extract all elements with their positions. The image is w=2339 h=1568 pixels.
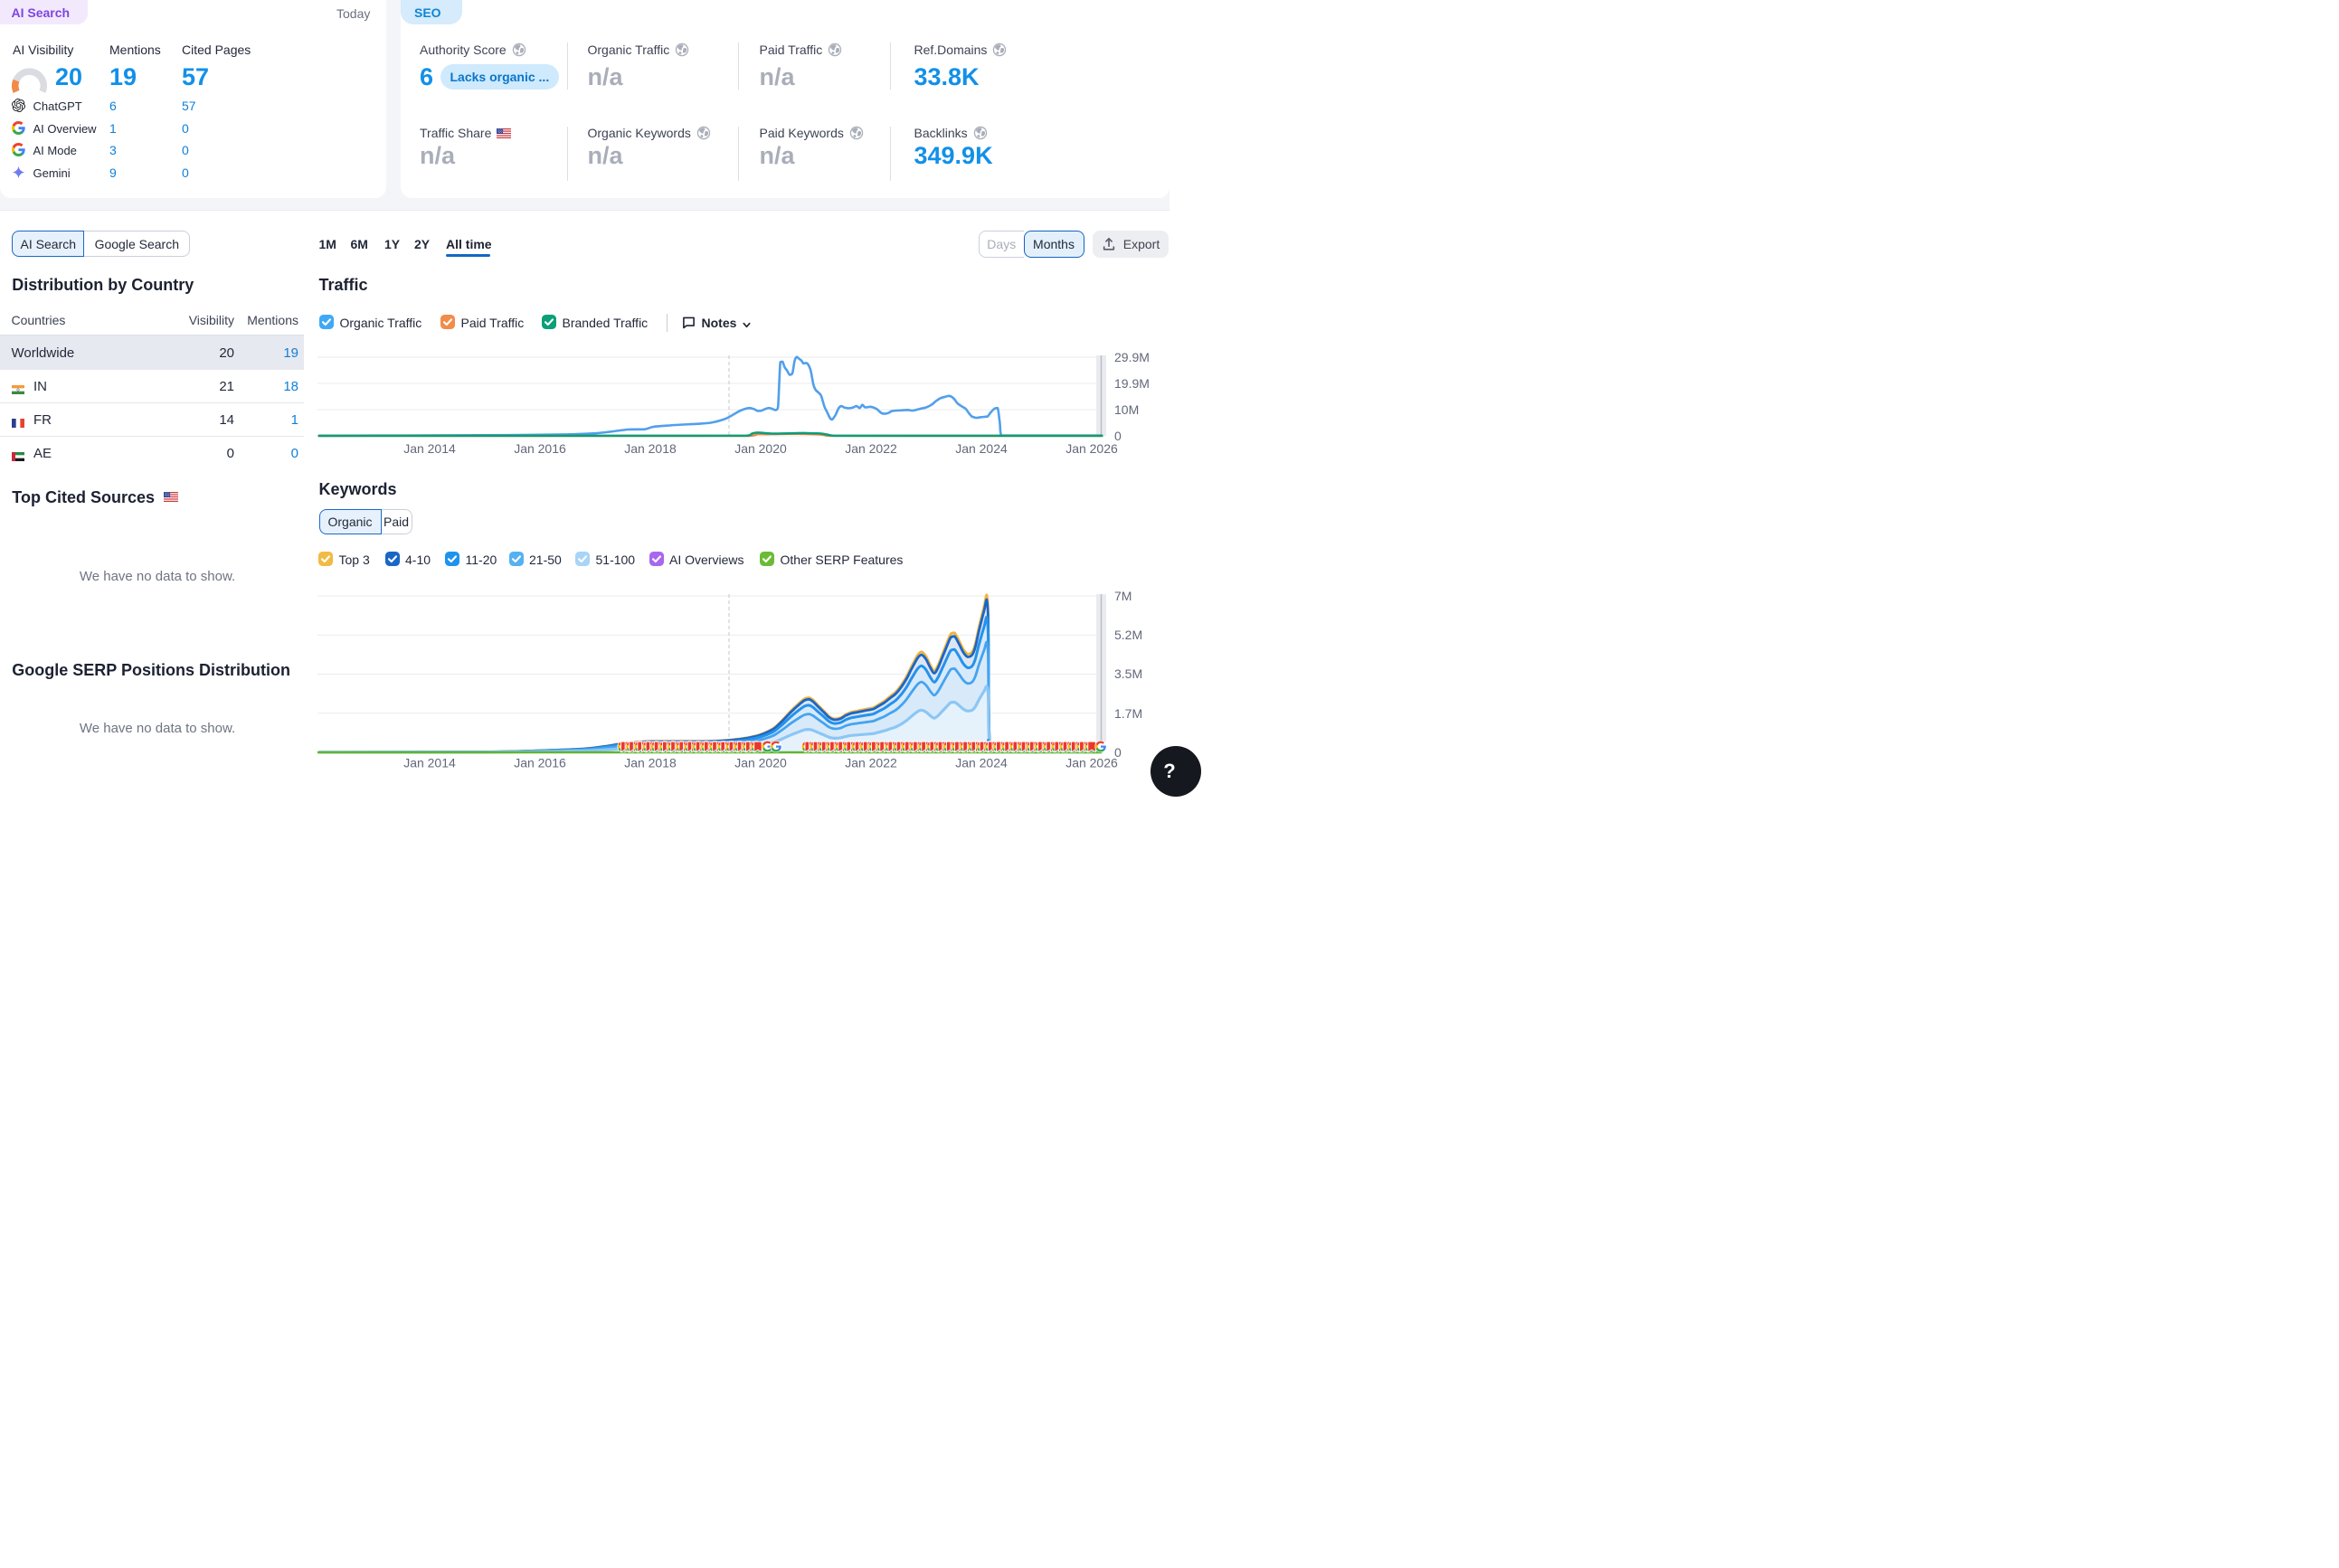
svg-text:0: 0 xyxy=(1114,429,1122,443)
svg-text:Jan 2014: Jan 2014 xyxy=(403,441,456,456)
svg-text:5.2M: 5.2M xyxy=(1114,628,1142,642)
svg-text:Jan 2018: Jan 2018 xyxy=(624,441,677,456)
svg-text:19.9M: 19.9M xyxy=(1114,376,1150,391)
svg-text:7M: 7M xyxy=(1114,589,1132,603)
svg-text:Jan 2026: Jan 2026 xyxy=(1065,756,1118,770)
svg-text:Jan 2022: Jan 2022 xyxy=(845,756,897,770)
svg-text:Jan 2020: Jan 2020 xyxy=(734,441,787,456)
svg-text:Jan 2014: Jan 2014 xyxy=(403,756,456,770)
svg-text:29.9M: 29.9M xyxy=(1114,350,1150,364)
svg-text:Jan 2024: Jan 2024 xyxy=(955,441,1008,456)
svg-text:Jan 2022: Jan 2022 xyxy=(845,441,897,456)
svg-text:0: 0 xyxy=(1114,745,1122,760)
svg-text:Jan 2016: Jan 2016 xyxy=(514,756,566,770)
svg-text:10M: 10M xyxy=(1114,402,1139,417)
svg-text:3.5M: 3.5M xyxy=(1114,666,1142,681)
svg-text:Jan 2026: Jan 2026 xyxy=(1065,441,1118,456)
svg-text:Jan 2020: Jan 2020 xyxy=(734,756,787,770)
svg-text:Jan 2016: Jan 2016 xyxy=(514,441,566,456)
svg-text:Jan 2018: Jan 2018 xyxy=(624,756,677,770)
svg-text:1.7M: 1.7M xyxy=(1114,706,1142,721)
svg-text:Jan 2024: Jan 2024 xyxy=(955,756,1008,770)
